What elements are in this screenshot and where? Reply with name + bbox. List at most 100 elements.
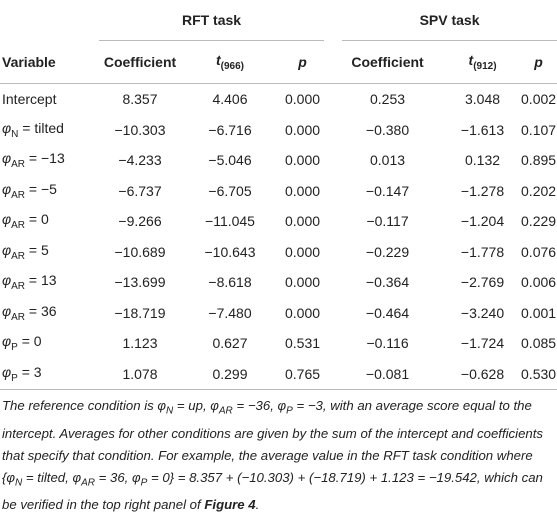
- variable-cell: φP = 3: [0, 358, 95, 390]
- footnote-text: = 0} = 8.357 + (−10.303) + (−18.719) + 1…: [2, 469, 543, 513]
- table-row: Intercept 8.357 4.406 0.000 0.253 3.048 0.002: [0, 84, 557, 115]
- cell-text: 0.000: [284, 152, 321, 169]
- column-label: t: [215, 52, 221, 69]
- value-cell: −4.233: [95, 145, 185, 176]
- variable-name: Intercept: [2, 91, 57, 108]
- value-cell: −18.719: [95, 298, 185, 329]
- column-label: Variable: [2, 54, 56, 70]
- variable-cell: Intercept: [0, 84, 95, 115]
- value-cell: 0.107: [520, 115, 557, 146]
- value-cell: 0.001: [520, 298, 557, 329]
- cell-text: 0.000: [284, 182, 321, 199]
- variable-cell: φAR = 5: [0, 237, 95, 268]
- variable-level: = −5: [25, 180, 57, 197]
- footnote-text: .: [255, 497, 260, 513]
- variable-level: = 3: [17, 363, 42, 380]
- variable-level: = 13: [25, 272, 57, 289]
- cell-text: 0.229: [521, 213, 557, 230]
- column-header: t(912): [445, 41, 521, 84]
- value-cell: 3.048: [445, 84, 520, 115]
- cell-text: −8.618: [208, 274, 252, 291]
- variable-subscript: AR: [11, 311, 26, 323]
- value-cell: 1.078: [95, 358, 185, 390]
- cell-text: 0.531: [284, 335, 321, 352]
- group-header: SPV task: [330, 0, 557, 41]
- variable-symbol: φ: [2, 333, 12, 350]
- footnote-figure-ref: Figure 4: [204, 497, 256, 513]
- cell-text: −6.716: [208, 121, 252, 138]
- variable-symbol: φ: [2, 302, 12, 319]
- group-label: SPV task: [342, 12, 557, 41]
- column-label: Coefficient: [103, 54, 177, 70]
- variable-symbol: φ: [2, 211, 12, 228]
- value-cell: −8.618: [185, 267, 275, 298]
- variable-subscript: P: [11, 342, 18, 354]
- cell-text: −0.147: [365, 182, 410, 199]
- column-subscript: (912): [473, 60, 497, 72]
- cell-text: −10.643: [204, 243, 256, 260]
- variable-symbol: φ: [2, 180, 12, 197]
- cell-text: −9.266: [118, 213, 162, 230]
- value-cell: 0.000: [275, 206, 330, 237]
- variable-cell: φN = tilted: [0, 115, 95, 146]
- value-cell: −0.380: [330, 115, 445, 146]
- cell-text: −0.116: [366, 335, 409, 352]
- cell-text: 0.000: [284, 121, 321, 138]
- value-cell: −0.229: [330, 237, 445, 268]
- value-cell: 4.406: [185, 84, 275, 115]
- value-cell: −6.737: [95, 176, 185, 207]
- cell-text: −11.045: [205, 213, 255, 230]
- value-cell: 0.013: [330, 145, 445, 176]
- variable-level: = 0: [17, 333, 42, 350]
- value-cell: 0.006: [520, 267, 557, 298]
- column-label: p: [298, 54, 307, 70]
- cell-text: −1.204: [460, 213, 505, 230]
- value-cell: −5.046: [185, 145, 275, 176]
- cell-text: 8.357: [122, 91, 158, 108]
- variable-symbol: φ: [2, 119, 12, 136]
- cell-text: 0.000: [284, 91, 321, 108]
- value-cell: 1.123: [95, 328, 185, 359]
- value-cell: −13.699: [95, 267, 185, 298]
- value-cell: −6.705: [185, 176, 275, 207]
- cell-text: 0.000: [284, 304, 321, 321]
- cell-text: 1.123: [122, 335, 158, 352]
- cell-text: −10.303: [114, 121, 166, 138]
- value-cell: −1.204: [445, 206, 520, 237]
- cell-text: −6.737: [118, 182, 162, 199]
- value-cell: 0.299: [185, 358, 275, 390]
- cell-text: 0.085: [521, 335, 557, 352]
- value-cell: −9.266: [95, 206, 185, 237]
- cell-text: −0.229: [365, 243, 410, 260]
- cell-text: −0.081: [365, 365, 410, 382]
- variable-subscript: AR: [11, 220, 26, 232]
- table-row: φP = 3 1.078 0.299 0.765 −0.081 −0.628 0.530: [0, 358, 557, 390]
- value-cell: 0.085: [520, 328, 557, 359]
- value-cell: −1.724: [445, 328, 520, 359]
- cell-text: 0.299: [212, 365, 248, 382]
- cell-text: −0.117: [366, 213, 409, 230]
- cell-text: −3.240: [460, 304, 505, 321]
- cell-text: 0.000: [284, 213, 321, 230]
- table-row: φAR = 36 −18.719 −7.480 0.000 −0.464 −3.240 0.…: [0, 298, 557, 329]
- value-cell: 0.202: [520, 176, 557, 207]
- value-cell: 8.357: [95, 84, 185, 115]
- variable-symbol: φ: [2, 363, 12, 380]
- table-row: φAR = 13 −13.699 −8.618 0.000 −0.364 −2.769 0.…: [0, 267, 557, 298]
- value-cell: −2.769: [445, 267, 520, 298]
- cell-text: 0.202: [521, 182, 557, 199]
- variable-level: = tilted: [18, 119, 64, 136]
- footnote-sub: AR: [81, 477, 95, 489]
- value-cell: −0.116: [330, 328, 445, 359]
- column-header: p: [520, 41, 557, 84]
- column-label: p: [534, 54, 543, 70]
- value-cell: 0.530: [520, 358, 557, 390]
- cell-text: 0.000: [284, 274, 321, 291]
- variable-cell: φAR = 0: [0, 206, 95, 237]
- value-cell: 0.765: [275, 358, 331, 390]
- value-cell: −10.303: [95, 115, 185, 146]
- cell-text: 0.001: [521, 304, 557, 321]
- value-cell: −11.045: [185, 206, 275, 237]
- value-cell: 0.895: [520, 145, 557, 176]
- cell-text: 0.076: [521, 243, 557, 260]
